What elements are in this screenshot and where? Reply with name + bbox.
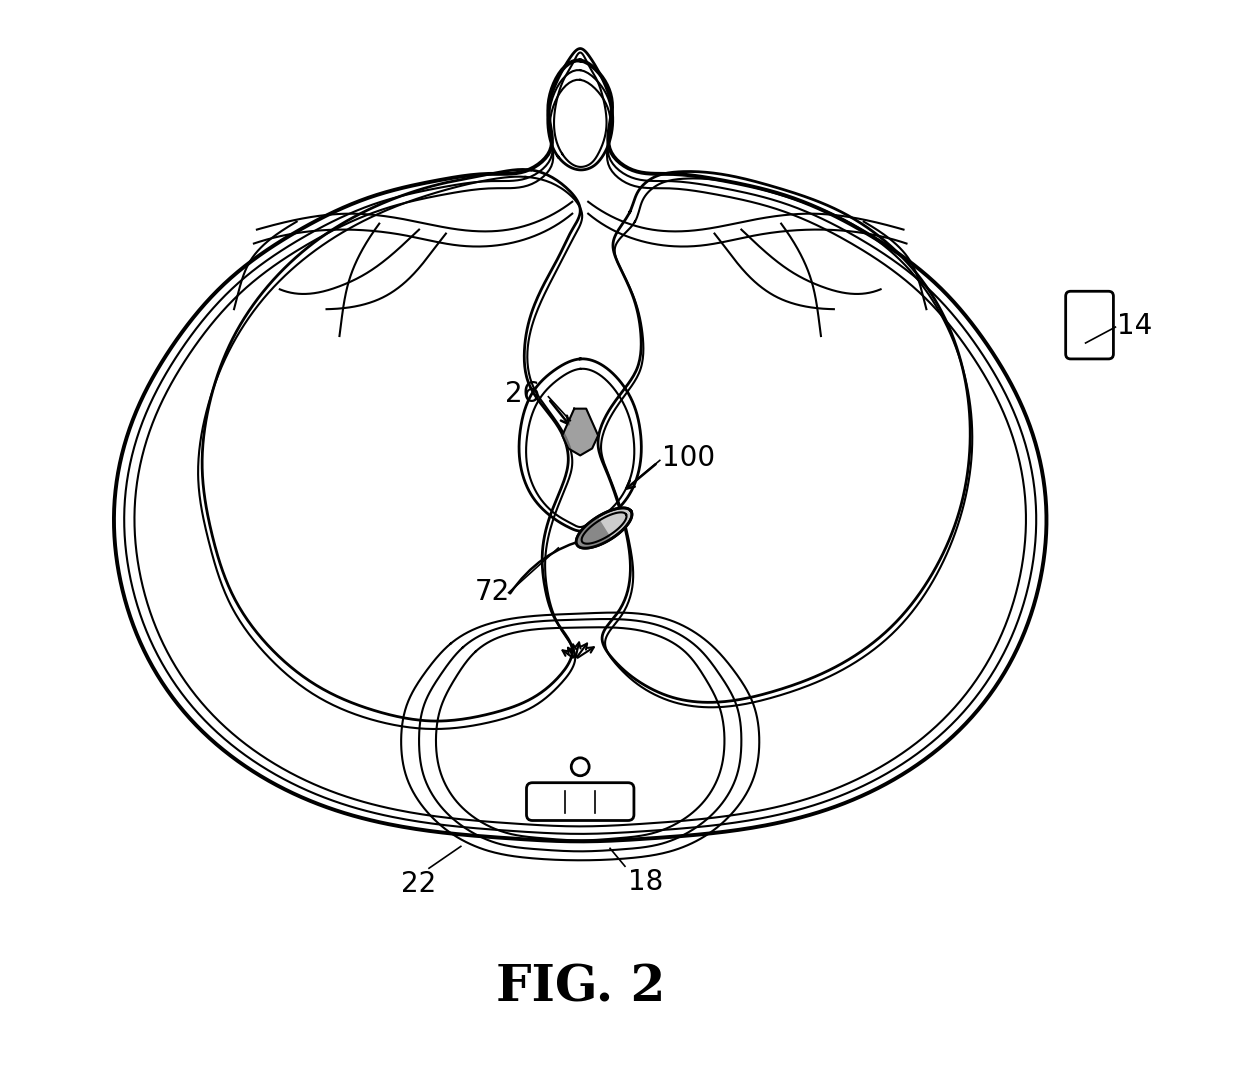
Text: 14: 14 (1117, 312, 1153, 340)
Polygon shape (562, 409, 598, 455)
Circle shape (572, 758, 589, 775)
Polygon shape (577, 508, 632, 548)
FancyBboxPatch shape (1065, 292, 1114, 359)
FancyBboxPatch shape (527, 783, 634, 820)
Text: 22: 22 (402, 870, 436, 898)
Text: FIG. 2: FIG. 2 (496, 963, 665, 1012)
Text: 72: 72 (475, 578, 511, 606)
Text: 26: 26 (505, 380, 541, 408)
Polygon shape (577, 517, 611, 548)
Text: 100: 100 (662, 444, 715, 472)
Text: 18: 18 (627, 868, 663, 896)
